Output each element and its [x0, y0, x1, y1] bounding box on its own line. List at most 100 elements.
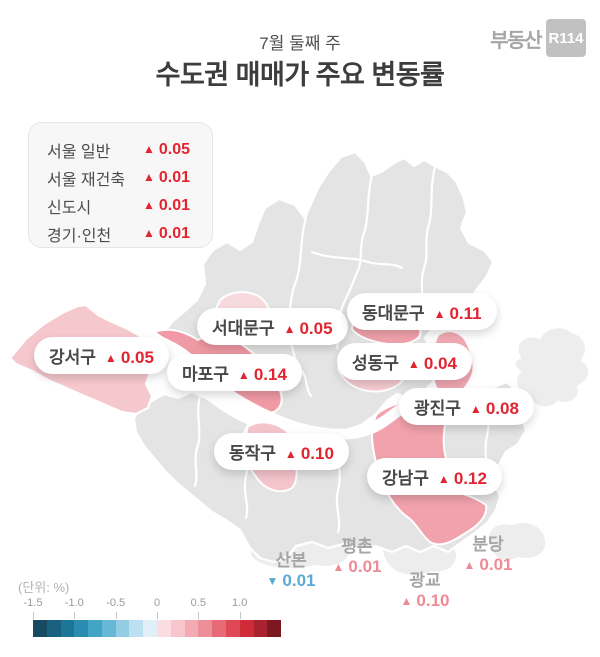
district-value: ▲ 0.11	[434, 304, 482, 324]
down-triangle-icon: ▼	[266, 574, 279, 588]
district-value: ▲ 0.05	[105, 348, 154, 368]
summary-label: 신도시	[47, 200, 92, 217]
up-triangle-icon: ▲	[437, 472, 450, 486]
scale-segment	[212, 620, 226, 637]
city-number: 0.10	[416, 591, 450, 610]
scale-segment	[74, 620, 89, 637]
summary-legend-box: 서울 일반 ▲ 0.05 서울 재건축 ▲ 0.01 신도시 ▲ 0.01 경기·인천…	[28, 122, 213, 248]
scale-tick-label: -1.0	[64, 597, 84, 609]
district-value: ▲ 0.14	[238, 365, 287, 385]
scale-tick-mark	[74, 612, 76, 619]
district-name: 동대문구	[362, 304, 425, 323]
summary-row: 서울 재건축 ▲ 0.01	[47, 164, 212, 192]
district-number: 0.14	[253, 365, 287, 384]
unit-label: (단위: %)	[18, 580, 70, 595]
scale-segment	[170, 620, 185, 637]
summary-number: 0.01	[158, 197, 191, 214]
scale-tick-mark	[239, 612, 241, 619]
district-number: 0.12	[453, 469, 487, 488]
brand-logo: 부동산 R114	[490, 19, 586, 57]
summary-value: ▲ 0.01	[143, 169, 190, 187]
map-label-seongdong: 성동구 ▲ 0.04	[337, 343, 472, 380]
up-triangle-icon: ▲	[469, 402, 482, 416]
summary-value: ▲ 0.01	[143, 225, 190, 243]
district-name: 광진구	[414, 399, 461, 418]
scale-segment	[267, 620, 282, 637]
scale-tick-label: 0	[153, 597, 161, 609]
district-value: ▲ 0.08	[470, 399, 519, 419]
summary-row: 경기·인천 ▲ 0.01	[47, 220, 212, 248]
city-name: 광교	[409, 571, 441, 590]
city-label-gwanggyo: 광교 ▲ 0.10	[401, 571, 450, 612]
city-number: 0.01	[282, 571, 316, 590]
district-boundary	[355, 173, 374, 274]
map-label-dongjak: 동작구 ▲ 0.10	[214, 433, 349, 470]
map-label-seodaemun: 서대문구 ▲ 0.05	[197, 308, 348, 345]
map-label-gwangjin: 광진구 ▲ 0.08	[399, 388, 534, 425]
up-triangle-icon: ▲	[143, 170, 155, 184]
scale-tick-label: -1.5	[23, 597, 43, 609]
page-title: 수도권 매매가 주요 변동률	[155, 60, 445, 90]
summary-number: 0.01	[158, 225, 191, 242]
region-guri	[513, 326, 591, 409]
scale-tick-mark	[198, 612, 200, 619]
scale-segment	[88, 620, 102, 637]
district-number: 0.05	[120, 348, 154, 367]
district-value: ▲ 0.10	[285, 444, 334, 464]
district-number: 0.04	[423, 354, 457, 373]
district-number: 0.08	[485, 399, 519, 418]
district-value: ▲ 0.12	[438, 469, 487, 489]
district-name: 서대문구	[212, 319, 275, 338]
district-value: ▲ 0.05	[284, 319, 333, 339]
district-name: 강서구	[49, 348, 96, 367]
summary-label: 서울 재건축	[47, 172, 126, 189]
city-name: 산본	[275, 551, 307, 570]
scale-segment	[115, 620, 130, 637]
map-label-mapo: 마포구 ▲ 0.14	[167, 354, 302, 391]
scale-segment	[46, 620, 61, 637]
scale-tick-label: 0.5	[190, 597, 206, 609]
scale-segment	[60, 620, 75, 637]
scale-tick-label: 1.0	[232, 597, 248, 609]
color-scale: -1.5 -1.0 -0.5 0 0.5 1.0	[24, 597, 282, 641]
scale-segment	[157, 620, 171, 637]
city-name: 분당	[472, 535, 504, 554]
district-name: 동작구	[229, 444, 276, 463]
summary-value: ▲ 0.01	[143, 197, 190, 215]
scale-segment	[33, 620, 47, 637]
up-triangle-icon: ▲	[407, 357, 420, 371]
region-gyeonggi-se	[486, 520, 548, 562]
district-number: 0.10	[300, 444, 334, 463]
brand-logo-badge: R114	[546, 19, 586, 57]
city-label-bundang: 분당 ▲ 0.01	[464, 535, 513, 576]
up-triangle-icon: ▲	[143, 198, 155, 212]
summary-row: 서울 일반 ▲ 0.05	[47, 136, 212, 164]
city-value: ▼ 0.01	[267, 571, 316, 592]
district-value: ▲ 0.04	[408, 354, 457, 374]
district-name: 강남구	[382, 469, 429, 488]
map-label-gangseo: 강서구 ▲ 0.05	[34, 337, 169, 374]
up-triangle-icon: ▲	[143, 226, 155, 240]
scale-segment	[239, 620, 254, 637]
up-triangle-icon: ▲	[283, 322, 296, 336]
scale-segment	[143, 620, 158, 637]
scale-tick-mark	[115, 612, 117, 619]
summary-label: 경기·인천	[47, 228, 112, 245]
report-week-subtitle: 7월 둘째 주	[259, 34, 341, 53]
up-triangle-icon: ▲	[237, 368, 250, 382]
district-number: 0.05	[299, 319, 333, 338]
city-number: 0.01	[348, 557, 382, 576]
summary-number: 0.01	[158, 169, 191, 186]
up-triangle-icon: ▲	[400, 594, 413, 608]
map-label-gangnam: 강남구 ▲ 0.12	[367, 458, 502, 495]
city-label-sanbon: 산본 ▼ 0.01	[267, 551, 316, 592]
district-number: 0.11	[449, 304, 482, 323]
color-scale-bar	[33, 620, 282, 637]
city-number: 0.01	[479, 555, 513, 574]
brand-logo-text: 부동산	[490, 29, 542, 52]
scale-tick-mark	[33, 612, 34, 619]
up-triangle-icon: ▲	[284, 447, 297, 461]
summary-number: 0.05	[158, 141, 191, 158]
up-triangle-icon: ▲	[104, 351, 117, 365]
